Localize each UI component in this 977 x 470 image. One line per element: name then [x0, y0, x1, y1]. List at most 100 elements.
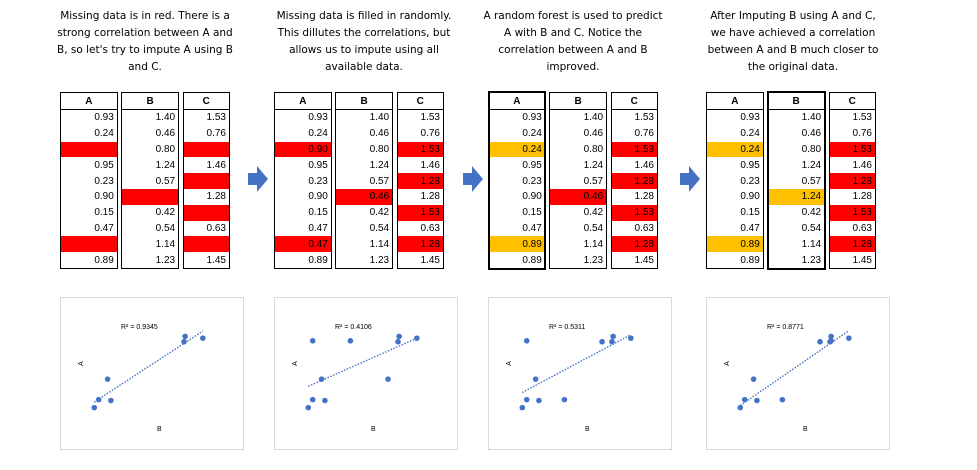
- data-table: A B C 0.93 1.40 1.53 0.24 0.46 0.76 0.80 0.95 1.24 1…: [60, 92, 231, 269]
- table-cell: 1.46: [396, 157, 445, 174]
- column-header: C: [182, 92, 231, 110]
- column-header: A: [274, 92, 332, 110]
- table-cell: [182, 173, 231, 189]
- data-point: [609, 338, 615, 345]
- x-axis-label: B: [157, 426, 162, 433]
- data-point: [305, 404, 312, 411]
- data-point: [599, 338, 605, 345]
- column-header: A: [488, 92, 546, 110]
- table-row: 0.15 0.42 1.53: [488, 204, 659, 221]
- table-row: 0.90 0.80 1.53: [274, 141, 445, 158]
- table-row: 0.47 0.54 0.63: [60, 220, 231, 237]
- table-cell: 0.89: [488, 252, 546, 269]
- data-point: [309, 396, 316, 403]
- table-cell: 1.14: [767, 236, 826, 253]
- data-point: [754, 397, 760, 404]
- data-point: [817, 338, 823, 345]
- table-cell: 0.24: [488, 141, 546, 158]
- scatter-plot: [519, 333, 634, 411]
- table-row: 0.95 1.24 1.46: [274, 157, 445, 174]
- table-cell: 1.45: [182, 252, 231, 269]
- table-row: 0.23 0.57 1.28: [706, 173, 877, 189]
- table-cell: 0.54: [767, 220, 826, 237]
- scatter-plot: [305, 333, 420, 411]
- data-point: [200, 335, 206, 341]
- table-cell: [121, 188, 180, 205]
- table-cell: 1.14: [335, 236, 394, 253]
- table-row: 0.47 0.54 0.63: [274, 220, 445, 237]
- table-cell: 0.57: [767, 173, 826, 189]
- column-header: B: [549, 92, 608, 110]
- table-cell: 0.54: [335, 220, 394, 237]
- table-cell: 1.46: [828, 157, 877, 174]
- table-row: 0.89 1.23 1.45: [274, 252, 445, 269]
- scatter-plot: [737, 330, 852, 411]
- x-axis-label: B: [371, 426, 376, 433]
- table-cell: 0.63: [828, 220, 877, 237]
- data-point: [779, 396, 786, 403]
- table-row: 0.90 1.24 1.28: [706, 188, 877, 205]
- table-cell: 1.28: [828, 236, 877, 253]
- table-cell: 0.76: [610, 125, 659, 142]
- table-cell: 0.89: [706, 252, 764, 269]
- table-row: 0.89 1.23 1.45: [488, 252, 659, 269]
- column-header: B: [767, 92, 826, 110]
- table-cell: 1.28: [828, 188, 877, 205]
- y-axis-label: A: [505, 361, 513, 366]
- table-cell: 0.23: [706, 173, 764, 189]
- data-point: [828, 333, 834, 340]
- table-cell: 1.28: [610, 173, 659, 189]
- data-point: [519, 404, 526, 411]
- table-cell: 1.53: [610, 141, 659, 158]
- data-point: [523, 338, 530, 344]
- table-cell: 0.95: [488, 157, 546, 174]
- table-row: 0.93 1.40 1.53: [274, 109, 445, 126]
- data-point: [347, 338, 354, 344]
- data-point: [561, 396, 568, 403]
- data-point: [532, 376, 539, 382]
- table-cell: 0.95: [60, 157, 118, 174]
- data-point: [610, 333, 616, 340]
- table-cell: 0.46: [767, 125, 826, 142]
- table-cell: 0.90: [706, 188, 764, 205]
- table-row: 0.89 1.23 1.45: [706, 252, 877, 269]
- table-cell: 0.23: [60, 173, 118, 189]
- table-cell: 1.53: [610, 204, 659, 221]
- table-cell: 1.28: [396, 236, 445, 253]
- table-row: 0.23 0.57 1.28: [488, 173, 659, 189]
- table-row: 0.24 0.46 0.76: [706, 125, 877, 142]
- table-cell: 0.46: [121, 125, 180, 142]
- table-cell: 1.53: [396, 109, 445, 126]
- data-point: [108, 397, 114, 404]
- table-row: 0.24 0.46 0.76: [60, 125, 231, 142]
- table-cell: 1.24: [549, 157, 608, 174]
- table-row: 0.93 1.40 1.53: [60, 109, 231, 126]
- y-axis-label: A: [77, 361, 85, 366]
- column-header: B: [335, 92, 394, 110]
- table-cell: 0.57: [549, 173, 608, 189]
- table-cell: [182, 236, 231, 253]
- table-row: 0.89 1.14 1.28: [706, 236, 877, 253]
- trendline: [308, 337, 418, 387]
- table-cell: 0.46: [549, 125, 608, 142]
- table-cell: 0.23: [488, 173, 546, 189]
- table-row: 0.93 1.40 1.53: [488, 109, 659, 126]
- table-row: 0.24 0.80 1.53: [488, 141, 659, 158]
- table-cell: 0.89: [274, 252, 332, 269]
- table-cell: 0.15: [706, 204, 764, 221]
- table-row: 0.15 0.42: [60, 204, 231, 221]
- table-cell: [60, 236, 118, 253]
- table-cell: 0.46: [335, 125, 394, 142]
- table-cell: 0.63: [610, 220, 659, 237]
- table-cell: 1.46: [610, 157, 659, 174]
- table-row: 0.95 1.24 1.46: [706, 157, 877, 174]
- x-axis-label: B: [585, 426, 590, 433]
- data-point: [182, 333, 188, 340]
- table-cell: 1.40: [335, 109, 394, 126]
- table-cell: 0.47: [488, 220, 546, 237]
- table-cell: 0.47: [274, 220, 332, 237]
- table-cell: 0.57: [121, 173, 180, 189]
- table-cell: 0.24: [488, 125, 546, 142]
- table-cell: 0.90: [488, 188, 546, 205]
- table-cell: 0.42: [335, 204, 394, 221]
